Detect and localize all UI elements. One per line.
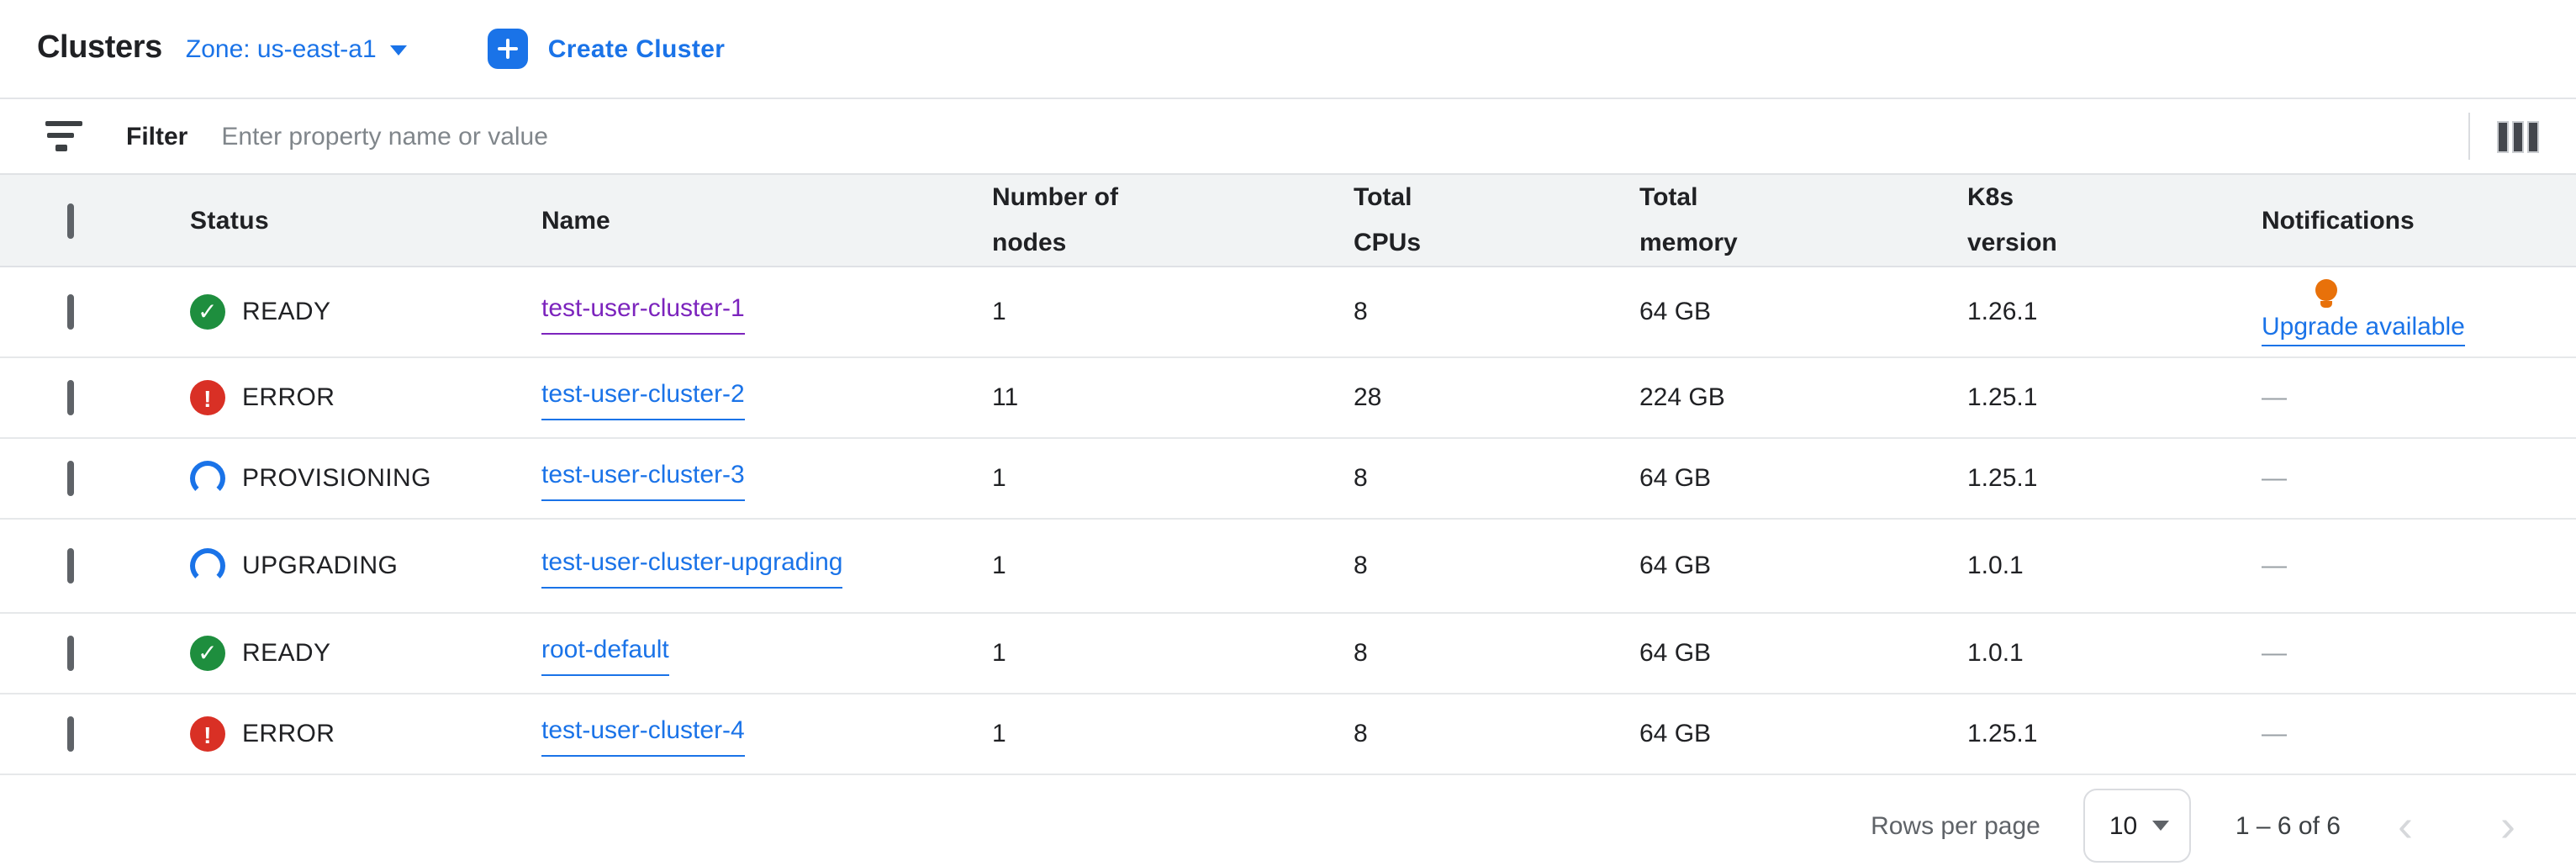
row-checkbox[interactable] [67,294,74,330]
cpus-value: 8 [1354,720,1368,748]
cluster-name-link[interactable]: test-user-cluster-upgrading [541,543,843,589]
column-header-cpus: Total CPUs [1354,183,1422,257]
nodes-value: 11 [992,383,1019,412]
column-header-name: Name [541,206,610,235]
divider [2468,113,2470,160]
notification-empty: — [2262,464,2287,493]
memory-value: 64 GB [1639,298,1712,326]
memory-value: 224 GB [1639,383,1725,412]
table-row: ! ERROR test-user-cluster-4 1 8 64 GB 1.… [0,694,2576,775]
status-ready-icon: ✓ [190,294,225,330]
k8s-version-value: 1.25.1 [1967,464,2038,493]
dropdown-caret-icon [2152,821,2170,831]
cpus-value: 8 [1354,464,1368,493]
lightbulb-icon [2315,279,2337,307]
memory-value: 64 GB [1639,552,1712,580]
status-upgrading-spinner-icon [190,548,225,583]
k8s-version-value: 1.0.1 [1967,639,2024,668]
row-checkbox[interactable] [67,380,74,415]
notification-empty: — [2262,383,2287,412]
status-label: READY [242,639,331,668]
cluster-name-link[interactable]: test-user-cluster-4 [541,711,745,757]
status-ready-icon: ✓ [190,636,225,671]
column-header-k8s-version: K8s version [1967,183,2057,257]
select-all-checkbox[interactable] [67,203,74,238]
upgrade-available-link[interactable]: Upgrade available [2262,313,2465,346]
page-range-label: 1 – 6 of 6 [2235,811,2341,840]
cluster-name-link[interactable]: root-default [541,631,669,676]
cpus-value: 8 [1354,298,1368,326]
table-header-row: Status Name Number of nodes Total CPUs T… [0,175,2576,267]
notification-cell: Upgrade available [2262,267,2549,356]
k8s-version-value: 1.0.1 [1967,552,2024,580]
table-row: PROVISIONING test-user-cluster-3 1 8 64 … [0,439,2576,520]
nodes-value: 1 [992,552,1006,580]
rows-per-page-select[interactable]: 10 [2083,789,2192,863]
memory-value: 64 GB [1639,639,1712,668]
filter-icon[interactable] [45,121,82,151]
column-display-icon[interactable] [2497,120,2539,152]
filter-input[interactable] [221,122,2452,150]
memory-value: 64 GB [1639,464,1712,493]
memory-value: 64 GB [1639,720,1712,748]
table-row: ✓ READY root-default 1 8 64 GB 1.0.1 — [0,614,2576,694]
filter-label: Filter [126,122,188,150]
create-cluster-button[interactable]: Create Cluster [487,29,726,69]
nodes-value: 1 [992,639,1006,668]
row-checkbox[interactable] [67,548,74,583]
cpus-value: 8 [1354,639,1368,668]
notification-empty: — [2262,552,2287,580]
zone-selector[interactable]: Zone: us-east-a1 [186,34,407,63]
next-page-icon[interactable]: › [2500,800,2515,850]
k8s-version-value: 1.25.1 [1967,383,2038,412]
create-cluster-label: Create Cluster [547,34,726,63]
cluster-name-link[interactable]: test-user-cluster-3 [541,456,745,501]
table-row: UPGRADING test-user-cluster-upgrading 1 … [0,520,2576,614]
cluster-name-link[interactable]: test-user-cluster-1 [541,289,745,335]
status-error-icon: ! [190,716,225,752]
column-header-nodes: Number of nodes [992,183,1118,257]
row-checkbox[interactable] [67,716,74,752]
rows-per-page-label: Rows per page [1871,811,2040,840]
table-row: ! ERROR test-user-cluster-2 11 28 224 GB… [0,358,2576,439]
notification-empty: — [2262,720,2287,748]
column-header-notifications: Notifications [2262,206,2415,235]
cpus-value: 8 [1354,552,1368,580]
status-label: ERROR [242,720,335,748]
column-header-status: Status [190,206,270,235]
k8s-version-value: 1.25.1 [1967,720,2038,748]
page-title: Clusters [37,30,162,66]
status-provisioning-spinner-icon [190,461,225,496]
add-icon [487,29,528,69]
pagination-bar: Rows per page 10 1 – 6 of 6 ‹ › [0,775,2576,866]
status-label: UPGRADING [242,552,399,580]
notification-empty: — [2262,639,2287,668]
status-label: READY [242,298,331,326]
filter-bar: Filter [0,99,2576,175]
row-checkbox[interactable] [67,636,74,671]
rows-per-page-value: 10 [2109,811,2138,840]
status-error-icon: ! [190,380,225,415]
dropdown-caret-icon [389,45,407,55]
column-header-memory: Total memory [1639,183,1738,257]
previous-page-icon[interactable]: ‹ [2398,800,2413,850]
nodes-value: 1 [992,298,1006,326]
page-header: Clusters Zone: us-east-a1 Create Cluster [0,0,2576,99]
cluster-name-link[interactable]: test-user-cluster-2 [541,375,745,420]
nodes-value: 1 [992,464,1006,493]
nodes-value: 1 [992,720,1006,748]
cpus-value: 28 [1354,383,1382,412]
row-checkbox[interactable] [67,461,74,496]
k8s-version-value: 1.26.1 [1967,298,2038,326]
status-label: PROVISIONING [242,464,431,493]
table-row: ✓ READY test-user-cluster-1 1 8 64 GB 1.… [0,267,2576,358]
zone-selector-label: Zone: us-east-a1 [185,34,377,63]
status-label: ERROR [242,383,335,412]
